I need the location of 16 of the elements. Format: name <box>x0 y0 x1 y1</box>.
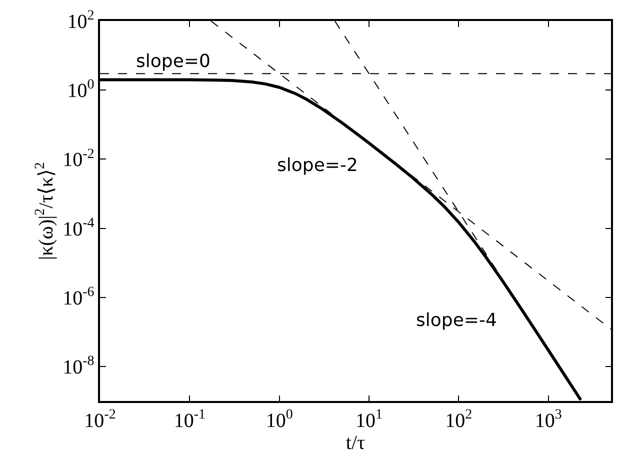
x-tick-label: 10$^{-1}$ <box>174 407 206 432</box>
x-tick-label: 10$^{2}$ <box>445 407 472 432</box>
y-tick-label: 10$^{2}$ <box>67 8 94 33</box>
y-tick-label: 10$^{-2}$ <box>62 146 94 172</box>
y-tick-label: 10$^{0}$ <box>67 78 94 102</box>
x-tick-label: 10$^{3}$ <box>534 407 562 432</box>
y-tick-label: 10$^{-6}$ <box>62 284 94 310</box>
annotation: slope=-4 <box>416 310 497 331</box>
annotation: slope=-2 <box>277 155 358 176</box>
x-axis-title: t/τ <box>346 432 366 454</box>
y-tick-label: 10$^{-4}$ <box>62 216 94 240</box>
annotation: slope=0 <box>136 51 210 72</box>
x-tick-label: 10$^{-2}$ <box>84 407 116 432</box>
x-tick-label: 10$^{0}$ <box>266 407 293 432</box>
y-tick-label: 10$^{-8}$ <box>62 354 94 378</box>
x-tick-label: 10$^{1}$ <box>356 407 382 432</box>
